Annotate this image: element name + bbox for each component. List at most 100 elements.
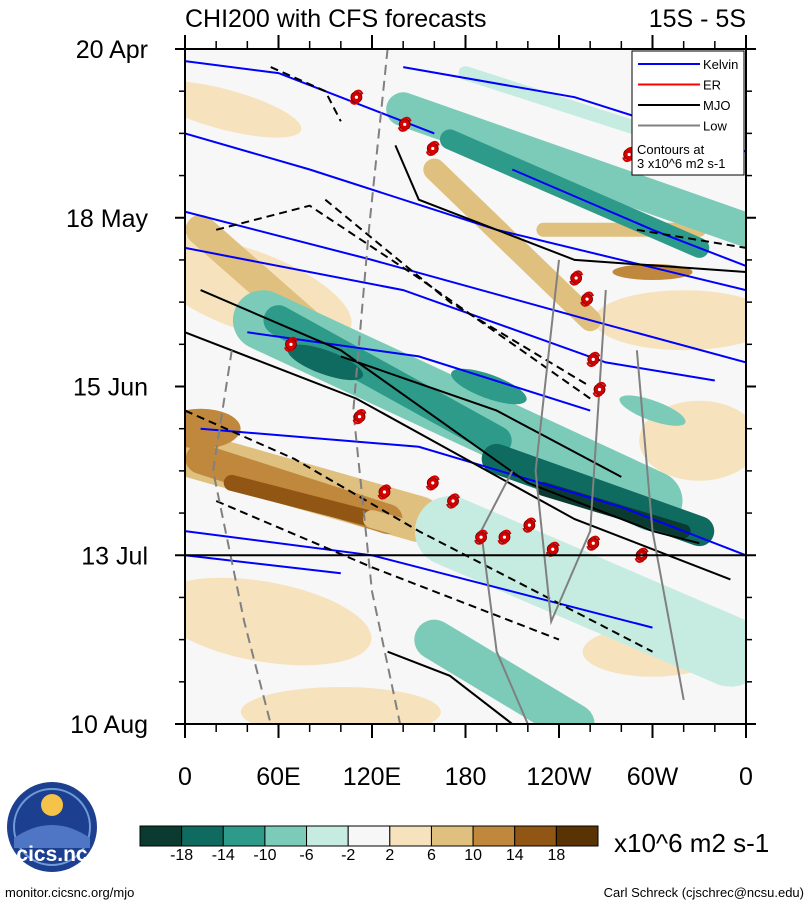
x-tick-label: 60E — [256, 763, 300, 791]
colorbar-swatch — [306, 825, 349, 847]
storm-marker — [522, 517, 537, 533]
colorbar-swatch — [555, 825, 599, 847]
storm-arm — [590, 535, 601, 541]
storm-arm — [526, 517, 537, 523]
storm-arm — [356, 409, 367, 415]
storm-arm — [377, 494, 388, 500]
legend-label: Kelvin — [703, 57, 738, 72]
storm-arm — [501, 529, 512, 535]
colorbar-swatch — [389, 825, 432, 847]
x-tick-label: 120E — [343, 763, 401, 791]
x-tick-label: 60W — [627, 763, 679, 791]
storm-marker — [352, 409, 367, 425]
mjo-contour-dashed — [324, 198, 591, 388]
storm-arm — [450, 493, 460, 499]
neg-anomaly — [619, 395, 686, 426]
storm-arm — [353, 89, 364, 95]
storm-marker — [586, 351, 601, 367]
colorbar-swatch — [472, 825, 516, 847]
logo-wave-icon — [14, 825, 90, 848]
storm-marker — [497, 529, 512, 545]
neg-anomaly-band — [386, 92, 746, 247]
footer-credit: Carl Schreck (cjschrec@ncsu.edu) — [604, 885, 804, 900]
colorbar-swatch — [222, 825, 266, 847]
colorbar-label: -2 — [341, 847, 355, 864]
storm-marker — [284, 336, 298, 352]
pos-anomaly-band — [223, 474, 380, 528]
neg-anomaly-band — [263, 305, 512, 456]
colorbar-label: 10 — [464, 847, 482, 864]
storm-marker — [425, 475, 440, 491]
storm-marker — [586, 535, 601, 551]
colorbar-units: x10^6 m2 s-1 — [614, 828, 769, 858]
storm-eye — [403, 122, 407, 126]
storm-eye — [502, 535, 507, 539]
storm-arm — [634, 557, 645, 563]
colorbar-swatch — [430, 825, 474, 847]
storm-eye — [585, 297, 589, 301]
legend-note: Contours at — [637, 142, 705, 157]
colorbar-swatch — [181, 825, 224, 847]
neg-anomaly — [287, 344, 364, 381]
colorbar-swatch — [347, 825, 391, 847]
pos-anomaly — [185, 577, 372, 666]
legend-label: MJO — [703, 98, 730, 113]
y-tick-label: 10 Aug — [70, 711, 148, 739]
legend-box — [631, 50, 745, 176]
storm-arm — [349, 99, 359, 105]
pos-anomaly — [240, 686, 441, 724]
storm-eye — [591, 541, 595, 545]
storm-eye — [591, 357, 595, 361]
storm-marker — [425, 140, 440, 157]
legend-note: 3 x10^6 m2 s-1 — [637, 156, 725, 171]
logo-ring — [13, 788, 91, 866]
mjo-contour-dashed — [636, 228, 746, 249]
storm-arm — [430, 475, 440, 481]
colorbar-label: -6 — [299, 847, 313, 864]
storm-arm — [592, 392, 603, 398]
footer-url: monitor.cicsnc.org/mjo — [5, 885, 134, 900]
y-tick-label: 20 Apr — [76, 36, 148, 64]
mjo-contour — [387, 650, 513, 724]
storm-eye — [627, 152, 631, 157]
wave-contours — [185, 49, 746, 724]
storm-arm — [446, 503, 456, 509]
storm-eye — [479, 535, 483, 539]
storm-arm — [402, 116, 412, 122]
storm-eye — [551, 547, 555, 551]
low-contour — [212, 350, 272, 724]
kelvin-contour — [185, 210, 746, 364]
storm-marker — [349, 89, 364, 105]
storm-eye — [431, 146, 435, 151]
storm-eye — [597, 387, 602, 392]
colorbar-label: -14 — [212, 847, 235, 864]
kelvin-contour — [511, 168, 746, 267]
storm-arm — [586, 362, 596, 367]
x-tick-label: 180 — [445, 763, 487, 791]
axes: 20 Apr 18 May 15 Jun 13 Jul 10 Aug 0 60E 120E 18… — [66, 35, 756, 791]
legend-label: Low — [703, 119, 727, 134]
neg-anomaly-band — [536, 481, 691, 539]
low-contour — [635, 350, 685, 701]
storm-marker — [446, 493, 460, 509]
storm-marker — [474, 529, 489, 545]
storm-arm — [590, 351, 601, 357]
storm-marker — [377, 484, 392, 500]
storm-arm — [573, 270, 584, 276]
colorbar: -18 -14 -10 -6 -2 2 6 10 14 18 — [139, 825, 599, 864]
storm-marker — [580, 291, 594, 307]
storm-arm — [381, 484, 392, 490]
storm-eye — [354, 95, 359, 99]
colorbar-label: -10 — [253, 847, 276, 864]
storm-marker — [569, 270, 584, 286]
storm-arm — [584, 291, 594, 297]
y-tick-label: 18 May — [66, 205, 148, 233]
storm-marker — [592, 381, 607, 398]
colorbar-label: 2 — [385, 847, 394, 864]
chart-title: CHI200 with CFS forecasts — [185, 5, 487, 33]
neg-anomaly-band — [414, 619, 595, 724]
storm-arm — [425, 485, 436, 491]
colorbar-label: 6 — [427, 847, 436, 864]
pos-anomaly — [593, 290, 746, 351]
neg-anomaly-band — [414, 496, 746, 687]
